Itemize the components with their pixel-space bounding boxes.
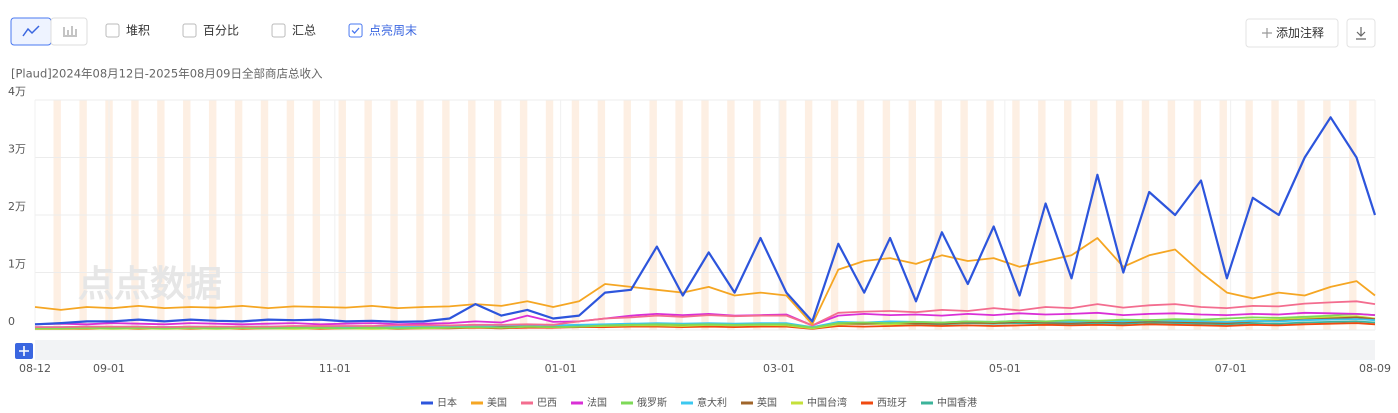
checkbox[interactable] bbox=[182, 23, 197, 38]
watermark: 点点数据 bbox=[78, 264, 222, 305]
add-note-label: 添加注释 bbox=[1276, 25, 1324, 40]
x-tick-label: 07-01 bbox=[1215, 362, 1247, 375]
checkbox-label[interactable]: 堆积 bbox=[126, 24, 150, 38]
legend-label[interactable]: 俄罗斯 bbox=[637, 396, 667, 409]
y-tick-label: 1万 bbox=[8, 258, 26, 271]
legend-label[interactable]: 美国 bbox=[487, 396, 507, 409]
legend-label[interactable]: 中国香港 bbox=[937, 396, 977, 409]
legend: 日本 美国 巴西 法国 俄罗斯 意大利 英国 中国台湾 西班牙 中国香港 bbox=[421, 396, 977, 409]
x-tick-label: 05-01 bbox=[989, 362, 1021, 375]
add-note-button[interactable] bbox=[1245, 18, 1339, 48]
series-line bbox=[34, 116, 1377, 326]
x-tick-label: 08-12 bbox=[19, 362, 51, 375]
expand-icon bbox=[19, 346, 29, 356]
y-tick-label: 3万 bbox=[8, 143, 26, 156]
x-tick-label: 09-01 bbox=[93, 362, 125, 375]
series-line bbox=[34, 237, 1376, 326]
x-tick-label: 03-01 bbox=[763, 362, 795, 375]
checkbox-label[interactable]: 点亮周末 bbox=[369, 23, 417, 38]
bar-view-button[interactable] bbox=[50, 17, 88, 46]
plus-icon bbox=[1262, 28, 1272, 38]
legend-label[interactable]: 意大利 bbox=[697, 396, 727, 409]
y-tick-label: 4万 bbox=[8, 85, 26, 98]
x-tick-label: 11-01 bbox=[319, 362, 351, 375]
legend-label[interactable]: 英国 bbox=[757, 396, 777, 409]
x-tick-label: 08-09 bbox=[1359, 362, 1391, 375]
checkbox[interactable] bbox=[271, 23, 286, 38]
check-mark bbox=[351, 27, 360, 34]
series-line bbox=[35, 300, 1376, 328]
series-line bbox=[34, 311, 1376, 327]
y-tick-label: 2万 bbox=[8, 200, 26, 213]
plot-area: 0 1万 2万 3万 4万 08-12 09-01 11-01 01-01 03-01 05-01 0… bbox=[8, 85, 1391, 375]
x-tick-label: 01-01 bbox=[545, 362, 577, 375]
download-icon bbox=[1356, 27, 1366, 40]
checkbox-label[interactable]: 百分比 bbox=[203, 24, 239, 38]
toolbar-options: 堆积 百分比 汇总 点亮周末 bbox=[105, 23, 417, 38]
checkbox-label[interactable]: 汇总 bbox=[292, 24, 316, 38]
line-icon bbox=[22, 25, 40, 37]
legend-label[interactable]: 西班牙 bbox=[877, 397, 907, 409]
legend-label[interactable]: 巴西 bbox=[537, 397, 557, 409]
bar-icon bbox=[63, 26, 77, 37]
chart-subtitle: [Plaud]2024年08月12日-2025年08月09日全部商店总收入 bbox=[11, 67, 323, 81]
series-line bbox=[35, 313, 1376, 330]
checkbox[interactable] bbox=[105, 23, 120, 38]
checkbox[interactable] bbox=[348, 23, 363, 38]
legend-label[interactable]: 日本 bbox=[437, 396, 457, 409]
zoom-slider[interactable] bbox=[35, 340, 1375, 360]
legend-label[interactable]: 法国 bbox=[587, 396, 607, 409]
y-tick-label: 0 bbox=[8, 315, 15, 328]
legend-label[interactable]: 中国台湾 bbox=[807, 396, 847, 409]
